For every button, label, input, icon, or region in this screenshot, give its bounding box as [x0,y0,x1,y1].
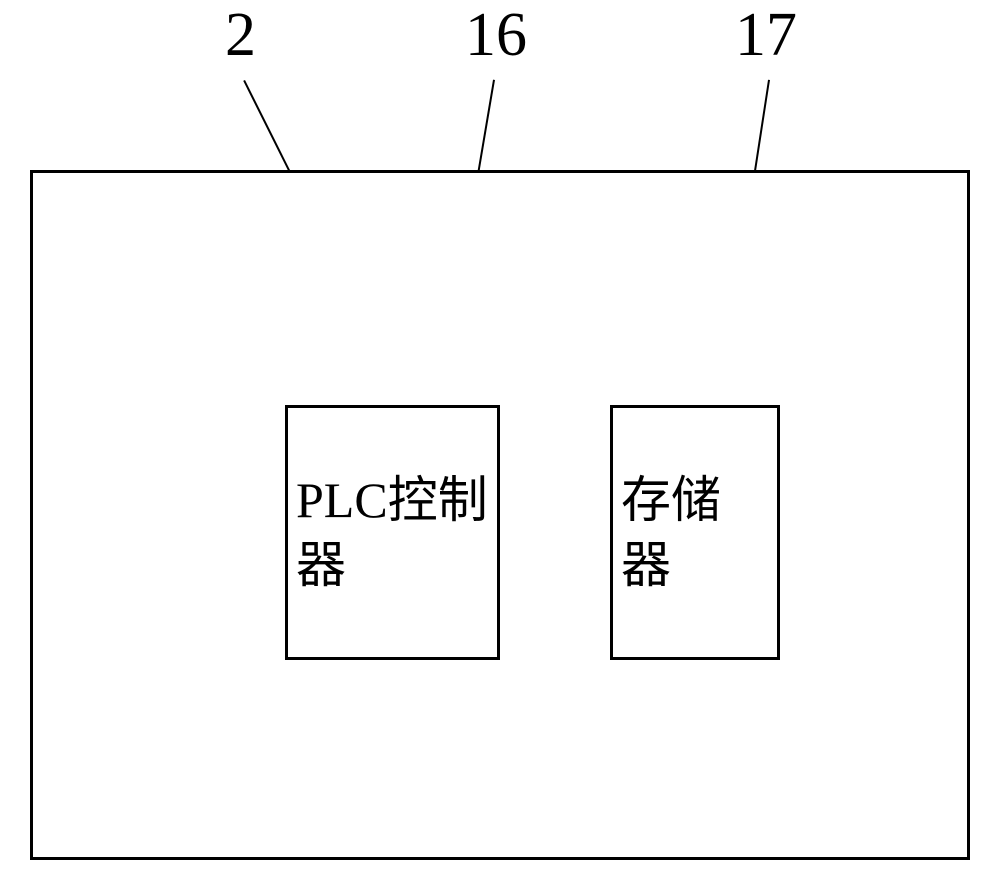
plc-controller-text: PLC控制器 [296,468,489,598]
label-16: 16 [465,0,527,71]
diagram-canvas: 2 16 17 PLC控制器 存储器 [0,0,1000,886]
storage-box: 存储器 [610,405,780,660]
label-2: 2 [225,0,256,71]
outer-container-box [30,170,970,860]
label-17: 17 [735,0,797,71]
leader-line-2 [243,80,290,171]
storage-text: 存储器 [621,468,769,598]
plc-controller-box: PLC控制器 [285,405,500,660]
